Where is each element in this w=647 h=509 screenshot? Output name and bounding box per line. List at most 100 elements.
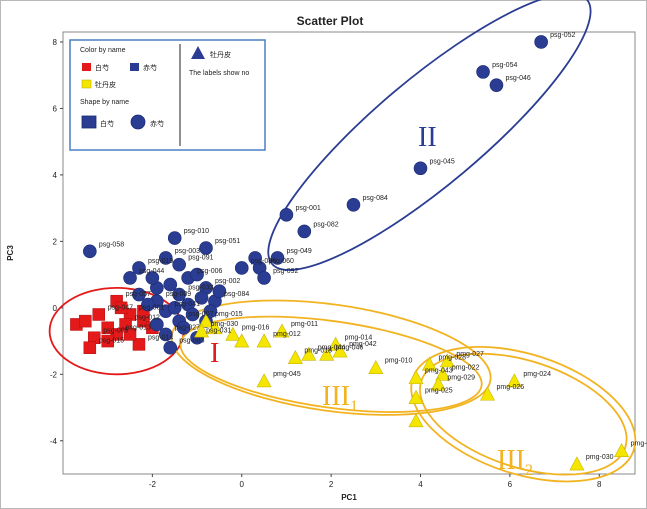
legend: Color by name 白芍 赤芍 牡丹皮 Shape by name 白芍… [69, 39, 266, 151]
point-label: pmg-029 [447, 374, 475, 381]
legend-side-entry: 牡丹皮 [210, 50, 231, 59]
point-label: psg-031 [206, 328, 231, 335]
point-label: pmg-042 [349, 341, 377, 348]
point-label: pmg-044 [318, 344, 346, 351]
legend-swatch-mudanpi [81, 79, 92, 89]
point-circle [199, 241, 213, 255]
point-label: pmg-027 [456, 351, 484, 358]
point-label: psg-051 [215, 238, 240, 245]
y-tick-label: 4 [53, 171, 58, 180]
x-tick-label: 6 [508, 480, 513, 489]
point-label: psg-088 [251, 258, 276, 265]
point-label: psg-058 [99, 241, 124, 248]
point-circle [489, 78, 504, 92]
y-tick-label: 6 [53, 104, 58, 113]
point-triangle [332, 343, 348, 358]
point-square [92, 308, 105, 321]
point-circle [150, 317, 164, 332]
point-triangle [234, 333, 250, 348]
point-triangle [301, 346, 317, 361]
y-tick-label: 0 [53, 304, 58, 313]
point-circle [248, 251, 262, 265]
x-axis-label: PC1 [341, 493, 357, 502]
point-label: psg-044 [139, 268, 164, 275]
point-label: pmg-030 [211, 321, 239, 328]
point-square [101, 334, 114, 348]
point-triangle [287, 350, 303, 364]
point-label: psg-001 [139, 304, 164, 311]
point-label: psg-006 [197, 268, 222, 275]
point-circle [172, 257, 186, 272]
point-label: pmg-014 [345, 334, 373, 341]
x-tick-label: 0 [240, 480, 245, 489]
point-triangle [408, 413, 424, 428]
point-label: psg-027 [175, 324, 200, 331]
point-square [123, 328, 137, 341]
point-label: psg-041 [175, 301, 200, 308]
point-label: psg-046 [505, 75, 530, 82]
point-label: pmg-015 [215, 311, 243, 318]
legend-note: The labels show no [189, 70, 249, 77]
point-label: psg-033 [188, 285, 213, 292]
point-triangle [569, 456, 585, 471]
point-label: psg-003 [175, 248, 200, 255]
legend-shape-entry-1: 白芍 [100, 119, 114, 128]
point-label: psg-054 [492, 62, 517, 69]
group-annotation: III1 [322, 381, 358, 415]
annotation-text: III [497, 445, 525, 476]
point-triangle [430, 376, 446, 391]
point-label: psg-009 [166, 291, 191, 298]
point-label: psg-014 [148, 334, 173, 341]
point-circle [167, 301, 182, 315]
point-label: pmg-013 [304, 348, 332, 355]
circle-icon [130, 114, 146, 130]
group-outline [267, 0, 592, 271]
point-label: psg-092 [273, 268, 298, 275]
point-triangle [408, 369, 424, 384]
point-label: psg-012 [135, 314, 160, 321]
point-circle [279, 207, 294, 222]
point-label: psg-084 [362, 195, 387, 202]
point-triangle [439, 353, 455, 368]
legend-color-entry-2: 赤芍 [143, 63, 157, 72]
y-tick-label: -2 [50, 370, 58, 379]
y-axis-label: PC3 [6, 245, 15, 261]
point-circle [132, 261, 146, 275]
point-square [132, 338, 146, 351]
point-circle [158, 327, 173, 342]
point-circle [176, 320, 191, 335]
point-triangle [256, 373, 272, 388]
point-label: psg-082 [313, 221, 338, 228]
point-circle [413, 161, 428, 176]
point-circle [190, 267, 204, 282]
point-label: pmg-030 [586, 454, 614, 461]
axis-ticks: -2 0 2 4 6 8 -4 -2 0 2 4 6 8 [50, 38, 602, 489]
point-circle [346, 198, 361, 212]
point-triangle [319, 346, 335, 361]
point-triangle [408, 389, 424, 404]
legend-swatch-baishao [82, 63, 91, 71]
point-label: psg-019 [148, 258, 173, 265]
legend-color-heading: Color by name [80, 47, 126, 54]
legend-shape-heading: Shape by name [80, 99, 129, 106]
x-tick-label: 4 [418, 480, 423, 489]
point-triangle [194, 323, 210, 338]
x-tick-label: 2 [329, 480, 334, 489]
point-circle [234, 261, 249, 275]
point-label: psg-010 [184, 228, 209, 235]
point-circle [203, 304, 218, 318]
point-circle [132, 287, 146, 302]
point-triangle [421, 356, 437, 371]
point-triangle [225, 326, 241, 341]
point-label: psg-007 [188, 311, 213, 318]
point-circle [534, 35, 548, 49]
legend-color-entry-1: 白芍 [95, 63, 109, 72]
point-circle [185, 307, 200, 322]
point-circle [270, 251, 285, 265]
point-label: psg-091 [188, 255, 213, 262]
point-label: pmg-012 [273, 331, 301, 338]
point-circle [167, 231, 182, 245]
point-label: psg-083 [179, 338, 204, 345]
point-circle [297, 224, 312, 239]
